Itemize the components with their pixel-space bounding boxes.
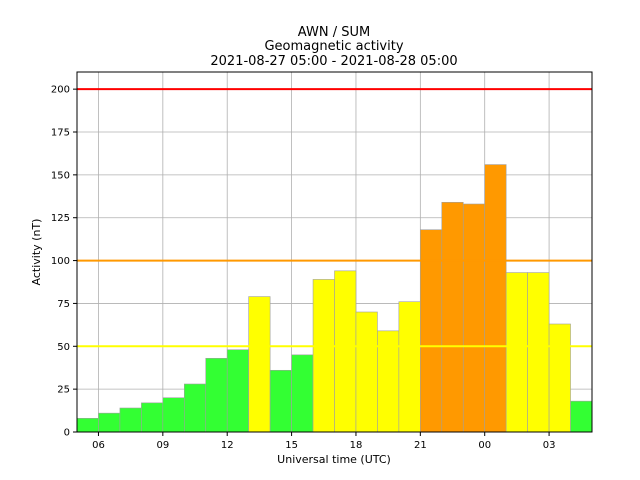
y-tick-label: 75 — [57, 299, 70, 310]
bar — [162, 397, 185, 433]
x-axis-label: Universal time (UTC) — [277, 453, 391, 466]
bar — [334, 270, 357, 433]
bar — [527, 272, 550, 433]
chart-title-line-3: 2021-08-27 05:00 - 2021-08-28 05:00 — [210, 54, 457, 69]
x-tick-label: 03 — [543, 440, 556, 451]
y-tick-label: 125 — [51, 213, 70, 224]
bar — [98, 412, 121, 433]
bar — [505, 272, 528, 433]
x-tick-label: 06 — [92, 440, 105, 451]
y-axis-label: Activity (nT) — [30, 219, 43, 286]
bar — [570, 400, 593, 433]
threshold-lines — [77, 88, 592, 348]
bar — [291, 354, 314, 433]
x-tick-label: 15 — [285, 440, 298, 451]
y-tick-label: 25 — [57, 385, 70, 396]
bar — [484, 164, 507, 433]
y-tick-label: 50 — [57, 342, 70, 353]
bar — [462, 203, 486, 433]
bar — [398, 301, 421, 433]
y-tick-label: 0 — [64, 428, 70, 439]
x-tick-label: 21 — [414, 440, 427, 451]
bar — [183, 383, 207, 433]
y-tick-label: 150 — [51, 170, 70, 181]
bar — [248, 296, 271, 433]
chart-title-line-2: Geomagnetic activity — [264, 39, 403, 54]
y-tick-label: 100 — [51, 256, 70, 267]
bar — [441, 201, 464, 433]
plot-frame — [76, 71, 593, 433]
bar — [141, 402, 164, 433]
x-tick-label: 12 — [221, 440, 234, 451]
y-tick-label: 175 — [51, 128, 70, 139]
x-tick-label: 18 — [350, 440, 363, 451]
bar — [269, 369, 292, 433]
bar — [76, 417, 99, 433]
bar — [312, 279, 335, 433]
bar — [355, 311, 378, 433]
x-tick-label: 09 — [156, 440, 169, 451]
bar — [205, 357, 228, 433]
axis-ticks: 0 25 50 75 100 125 150 175 200 06 09 12 15 18 21 00 03 — [51, 85, 556, 451]
x-tick-label: 00 — [478, 440, 491, 451]
chart-title-line-1: AWN / SUM — [298, 25, 370, 40]
bar — [226, 349, 249, 433]
bar — [548, 323, 571, 433]
y-tick-label: 200 — [51, 85, 70, 96]
bar — [119, 407, 142, 433]
bars — [76, 164, 593, 433]
